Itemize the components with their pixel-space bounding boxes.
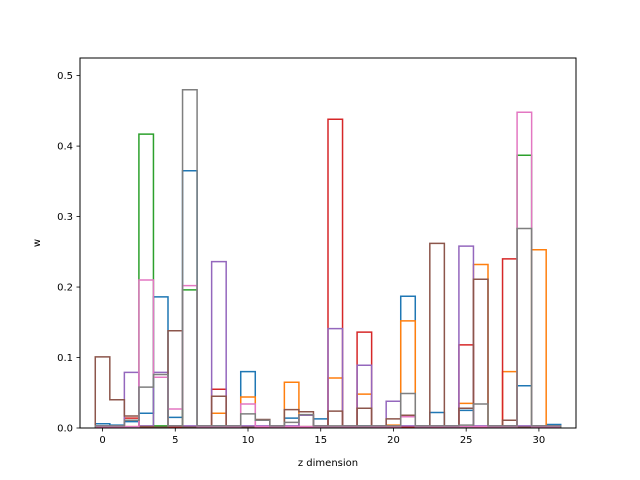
bars-layer xyxy=(94,88,562,429)
plot-frame xyxy=(79,57,577,429)
x-axis: 0 5 10 15 20 25 30 xyxy=(99,428,545,446)
y-axis-label: w xyxy=(32,239,43,247)
y-tick-label: 0.4 xyxy=(57,142,73,153)
y-tick-label: 0.0 xyxy=(57,424,73,435)
x-tick-label: 15 xyxy=(314,435,327,446)
y-tick-label: 0.3 xyxy=(57,212,73,223)
x-tick-label: 0 xyxy=(99,435,105,446)
y-axis: 0.0 0.1 0.2 0.3 0.4 0.5 xyxy=(57,71,80,435)
y-tick-label: 0.2 xyxy=(57,283,73,294)
x-tick-label: 5 xyxy=(172,435,178,446)
x-tick-label: 10 xyxy=(242,435,255,446)
x-tick-label: 30 xyxy=(533,435,546,446)
x-axis-label: z dimension xyxy=(298,458,358,469)
y-tick-label: 0.5 xyxy=(57,71,73,82)
x-tick-label: 20 xyxy=(387,435,400,446)
y-tick-label: 0.1 xyxy=(57,353,73,364)
series-8-outline xyxy=(94,88,562,428)
x-tick-label: 25 xyxy=(460,435,473,446)
